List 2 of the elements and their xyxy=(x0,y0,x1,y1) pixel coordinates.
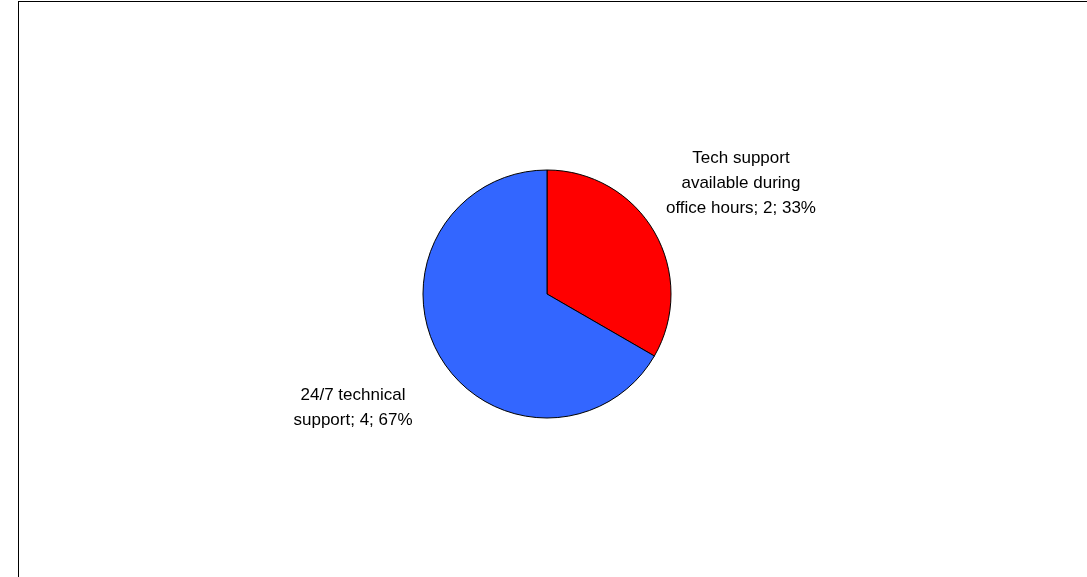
slice-label: 24/7 technical support; 4; 67% xyxy=(293,384,413,429)
slice-label: Tech support available during office hours; 2; 33% xyxy=(666,148,816,217)
